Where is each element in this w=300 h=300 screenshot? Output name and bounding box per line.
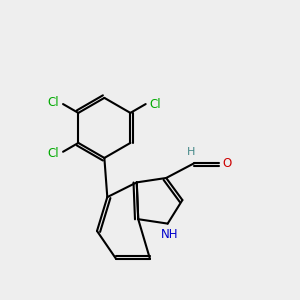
- Text: O: O: [223, 157, 232, 170]
- Text: H: H: [186, 147, 195, 157]
- Text: Cl: Cl: [48, 147, 59, 160]
- Text: NH: NH: [160, 228, 178, 241]
- Text: Cl: Cl: [48, 96, 59, 109]
- Text: Cl: Cl: [149, 98, 161, 111]
